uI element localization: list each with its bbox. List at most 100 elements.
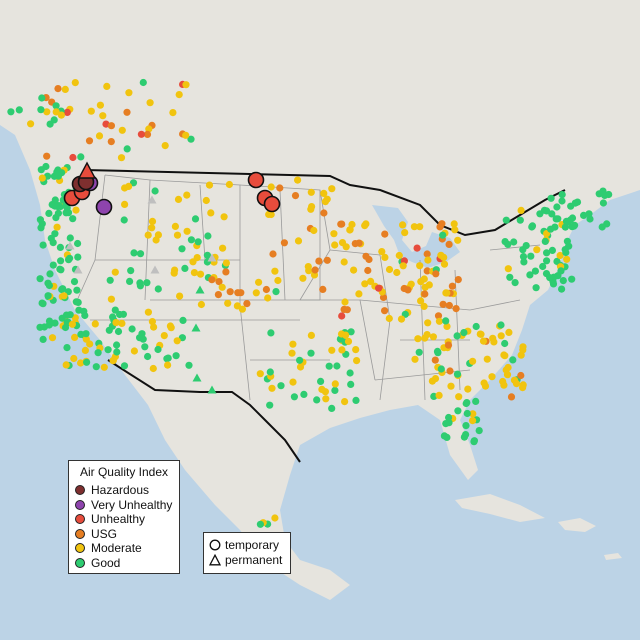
permanent-monitor: [147, 195, 157, 204]
monitor-point: [121, 200, 129, 208]
monitor-point: [547, 225, 555, 233]
monitor-point: [149, 364, 157, 373]
monitor-point: [37, 224, 45, 232]
monitor-point: [141, 343, 149, 351]
monitor-point: [185, 361, 193, 369]
monitor-point: [271, 514, 279, 522]
monitor-point: [331, 241, 339, 249]
monitor-point: [379, 293, 388, 301]
monitor-point: [154, 231, 162, 239]
monitor-point: [440, 253, 448, 261]
monitor-point: [539, 262, 547, 271]
legend-item-good: Good: [75, 556, 173, 571]
monitor-point: [202, 196, 210, 205]
monitor-point: [179, 316, 187, 324]
monitor-point: [548, 246, 557, 254]
cuba: [455, 494, 545, 522]
monitor-point: [519, 384, 527, 392]
monitor-point: [460, 329, 468, 337]
legend-label: Hazardous: [91, 483, 150, 498]
monitor-point: [462, 422, 470, 430]
monitor-point: [136, 282, 144, 290]
monitor-point: [585, 210, 593, 218]
monitor-point: [561, 246, 569, 254]
monitor-point: [95, 132, 104, 140]
monitor-point-highlight: [263, 195, 281, 213]
monitor-point: [480, 379, 488, 387]
monitor-point: [111, 306, 119, 314]
monitor-point: [219, 244, 227, 252]
monitor-point: [120, 362, 129, 370]
monitor-point: [73, 286, 81, 294]
monitor-point: [547, 194, 555, 202]
monitor-point: [197, 300, 205, 309]
monitor-point: [404, 286, 412, 294]
monitor-point: [571, 199, 579, 207]
monitor-point: [331, 386, 339, 394]
monitor-point: [146, 99, 154, 107]
monitor-point: [72, 206, 80, 214]
monitor-point: [385, 265, 394, 274]
monitor-point: [397, 315, 406, 323]
circle-icon: [209, 539, 221, 550]
monitor-point: [543, 249, 551, 257]
monitor-point: [175, 91, 183, 99]
monitor-point: [154, 285, 162, 293]
aqi-highlight-layer: [63, 161, 281, 216]
monitor-point: [190, 269, 198, 277]
monitor-point: [173, 337, 181, 345]
monitor-point: [291, 192, 300, 200]
monitor-point: [328, 185, 336, 193]
monitor-point: [220, 213, 228, 221]
monitor-point: [269, 250, 277, 258]
monitor-point: [222, 259, 230, 267]
monitor-point: [268, 384, 276, 392]
monitor-point: [497, 332, 505, 340]
monitor-point: [113, 348, 121, 356]
monitor-point: [276, 184, 284, 192]
monitor-point: [271, 267, 279, 275]
monitor-point: [66, 234, 74, 242]
monitor-point: [233, 302, 241, 310]
permanent-monitor: [192, 373, 202, 382]
monitor-point: [148, 224, 156, 232]
monitor-point: [490, 338, 498, 346]
monitor-point: [451, 226, 459, 234]
monitor-point: [350, 266, 358, 274]
monitor-point: [469, 357, 477, 365]
monitor-point: [52, 102, 60, 110]
monitor-point: [507, 393, 516, 401]
monitor-point: [252, 289, 260, 297]
monitor-point: [27, 120, 35, 128]
monitor-point: [506, 273, 514, 281]
aqi-permanent-layer: [65, 195, 217, 394]
monitor-point: [82, 335, 90, 343]
legend-item-usg: USG: [75, 527, 173, 542]
moderate-swatch-icon: [75, 543, 85, 554]
monitor-point: [207, 209, 215, 217]
monitor-point: [439, 231, 447, 239]
monitor-point: [472, 397, 480, 405]
monitor-point: [500, 381, 508, 389]
monitor-point: [333, 362, 341, 370]
monitor-point: [543, 257, 551, 265]
monitor-point: [416, 262, 424, 270]
monitor-point: [160, 332, 168, 340]
monitor-point: [182, 131, 190, 139]
monitor-point: [289, 378, 297, 386]
monitor-point: [144, 352, 152, 361]
monitor-point: [51, 319, 59, 327]
monitor-point: [559, 277, 567, 285]
monitor-point: [414, 335, 422, 343]
monitor-point: [477, 330, 485, 338]
monitor-point: [296, 356, 304, 364]
monitor-point: [338, 312, 346, 320]
monitor-point: [65, 256, 73, 264]
monitor-point: [103, 82, 111, 90]
monitor-point: [311, 266, 319, 274]
monitor-point: [432, 270, 440, 278]
monitor-point: [145, 125, 153, 133]
monitor-point: [62, 209, 70, 217]
monitor-point: [497, 321, 505, 329]
usg-swatch-icon: [75, 528, 85, 539]
